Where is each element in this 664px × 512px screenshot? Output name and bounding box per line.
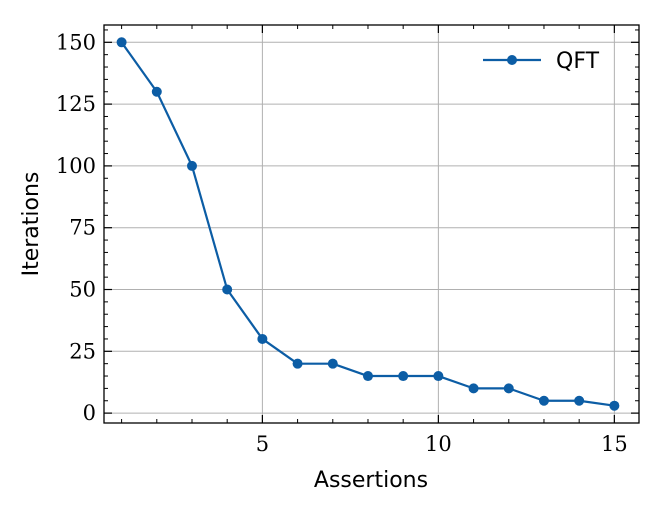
y-tick-label: 75 <box>69 216 96 240</box>
y-tick-label: 50 <box>69 278 96 302</box>
plot-frame <box>103 24 640 424</box>
series-layer <box>116 37 620 411</box>
y-tick-label: 100 <box>56 154 96 178</box>
x-axis-title: Assertions <box>314 468 428 493</box>
data-point <box>609 400 620 411</box>
y-axis-title: Iterations <box>19 172 44 277</box>
y-tick-label: 25 <box>69 339 96 363</box>
data-point <box>433 371 444 382</box>
data-point <box>151 86 162 97</box>
data-point <box>362 371 373 382</box>
x-tick-label: 15 <box>601 432 628 456</box>
data-point <box>257 333 268 344</box>
legend: QFT <box>483 49 600 74</box>
y-tick-label: 150 <box>56 30 96 54</box>
data-point <box>292 358 303 369</box>
data-point <box>503 383 514 394</box>
data-point <box>327 358 338 369</box>
data-point <box>538 395 549 406</box>
legend-label: QFT <box>556 49 600 74</box>
data-point <box>186 160 197 171</box>
data-point <box>468 383 479 394</box>
x-tick-label: 10 <box>425 432 452 456</box>
minor-ticks <box>104 25 639 423</box>
data-point <box>222 284 233 295</box>
x-tick-label: 5 <box>256 432 269 456</box>
major-ticks <box>104 25 639 423</box>
y-tick-label: 0 <box>83 401 96 425</box>
data-point <box>116 37 127 48</box>
data-point <box>398 371 409 382</box>
grid-lines <box>104 25 639 423</box>
data-point <box>574 395 585 406</box>
y-tick-label: 125 <box>56 92 96 116</box>
legend-marker <box>507 55 517 65</box>
